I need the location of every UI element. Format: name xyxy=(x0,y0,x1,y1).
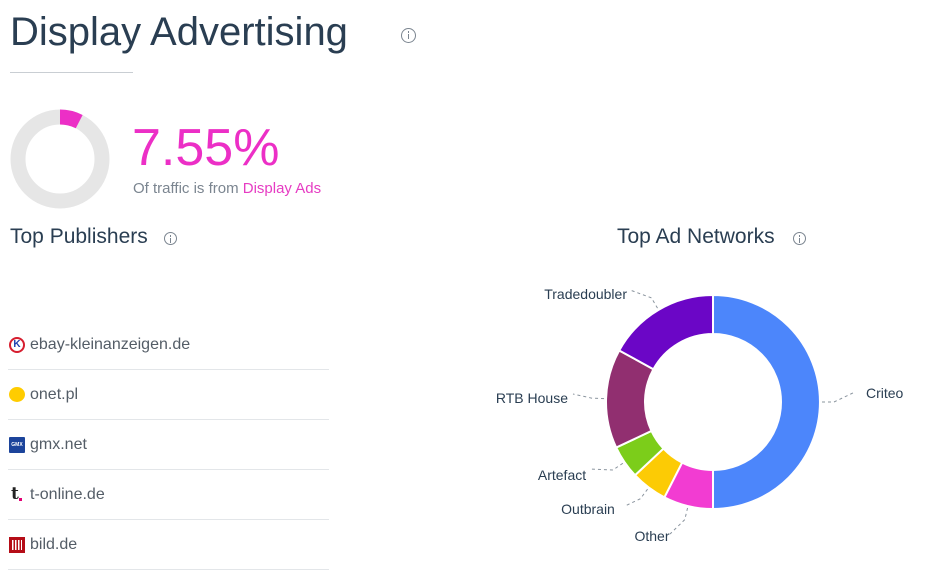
leader-line-rtb-house xyxy=(572,393,605,400)
display-ads-link[interactable]: Display Ads xyxy=(242,180,322,197)
publisher-name[interactable]: gmx.net xyxy=(30,435,87,453)
page-title: Display Advertising xyxy=(10,6,348,58)
gmx-favicon-icon: GMX xyxy=(9,436,25,453)
leader-line-other xyxy=(669,507,689,535)
list-item[interactable]: t t-online.de xyxy=(8,470,329,520)
list-item[interactable]: bild.de xyxy=(8,520,329,570)
info-icon[interactable] xyxy=(164,232,177,245)
top-publishers-title: Top Publishers xyxy=(10,225,148,248)
top-ad-networks-title: Top Ad Networks xyxy=(617,225,775,248)
display-share-caption: Of traffic is from Display Ads xyxy=(133,180,321,198)
display-share-value: 7.55% xyxy=(132,119,280,177)
share-caption-text: Of traffic is from xyxy=(133,180,243,197)
slice-tradedoubler[interactable] xyxy=(617,293,714,371)
publisher-name[interactable]: onet.pl xyxy=(30,385,79,403)
title-divider xyxy=(10,72,133,73)
display-share-donut xyxy=(10,109,110,209)
list-item[interactable]: K ebay-kleinanzeigen.de xyxy=(8,320,329,370)
slice-label-rtb-house: RTB House xyxy=(496,390,568,406)
publisher-name[interactable]: bild.de xyxy=(30,535,78,553)
t-online-favicon-icon: t xyxy=(9,485,25,503)
info-icon[interactable] xyxy=(793,232,806,245)
list-item[interactable]: onet.pl xyxy=(8,370,329,420)
info-icon[interactable] xyxy=(401,28,416,43)
slice-label-artefact: Artefact xyxy=(538,467,586,483)
ebay-kleinanzeigen-favicon-icon: K xyxy=(9,336,25,353)
publishers-list: K ebay-kleinanzeigen.de onet.pl GMX gmx.… xyxy=(8,320,329,570)
bild-favicon-icon xyxy=(9,536,25,553)
page-title-text: Display Advertising xyxy=(10,10,348,54)
ad-networks-donut-chart: Criteo Other Outbrain Artefact RTB House Trad… xyxy=(496,286,904,544)
leader-line-criteo xyxy=(822,391,856,403)
leader-line-artefact xyxy=(589,462,624,471)
slice-label-outbrain: Outbrain xyxy=(561,501,615,517)
onet-favicon-icon xyxy=(9,387,25,402)
share-donut-arc xyxy=(59,109,83,129)
publisher-name[interactable]: t-online.de xyxy=(30,485,105,503)
leader-line-outbrain xyxy=(624,488,648,507)
slice-label-tradedoubler: Tradedoubler xyxy=(544,286,627,302)
slice-criteo[interactable] xyxy=(712,293,821,511)
publisher-name[interactable]: ebay-kleinanzeigen.de xyxy=(30,335,191,353)
list-item[interactable]: GMX gmx.net xyxy=(8,420,329,470)
slice-label-other[interactable]: Other xyxy=(634,528,669,544)
leader-line-tradedoubler xyxy=(629,289,658,309)
slice-label-criteo: Criteo xyxy=(866,385,904,401)
share-donut-track xyxy=(10,109,110,209)
